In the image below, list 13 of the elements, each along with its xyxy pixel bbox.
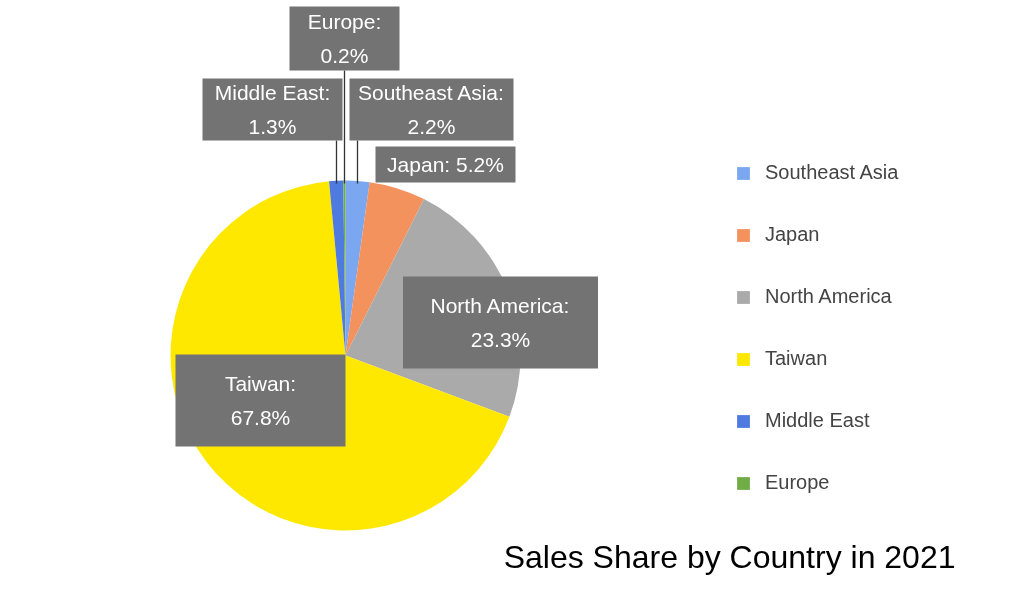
legend-label: Europe [765, 471, 830, 494]
data-label: Middle East: 1.3% [214, 81, 331, 138]
text: Sales Share by Country in 2021 [503, 538, 956, 575]
data-label: North America: 23.3% [430, 294, 570, 351]
legend-label: Japan [765, 223, 820, 246]
data-label: Southeast Asia: 2.2% [357, 81, 504, 138]
data-label: Japan: 5.2% [387, 153, 504, 176]
legend-label: Taiwan [765, 347, 828, 370]
legend-label: North America [765, 285, 892, 308]
legend-label: Middle East [765, 409, 870, 432]
data-label: Europe: 0.2% [307, 10, 382, 67]
legend-label: Southeast Asia [765, 161, 899, 184]
data-label: Taiwan: 67.8% [224, 372, 297, 429]
